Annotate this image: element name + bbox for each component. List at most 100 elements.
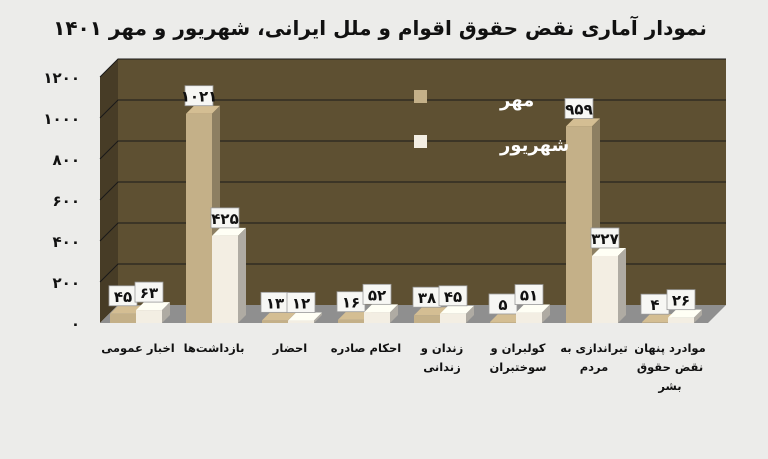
data-label-text: ۱۲ [292,295,310,313]
legend-label: مهر [499,90,534,111]
y-tick-label: ۲۰۰ [53,274,80,292]
data-label-text: ۳۸ [418,289,436,307]
bar-top [186,105,220,114]
gridline [99,99,726,119]
bar-top [490,313,524,322]
bar-front [136,310,162,323]
bar-top [592,247,626,256]
bar-front [490,321,516,323]
bar-top [338,311,372,320]
bar-front [440,313,466,323]
x-tick-label-line: سوختبران [489,360,546,375]
data-label-box [134,281,164,303]
bar-top [288,312,322,321]
bar-top [440,305,474,314]
bar-front [110,313,136,323]
data-label: ۴۲۵ [210,207,240,229]
bar-front [516,312,542,323]
bar [516,304,550,323]
x-tick-label-line: کولبران و [490,341,546,356]
data-label: ۴۵ [438,285,468,307]
data-label: ۱۶ [336,291,366,313]
y-tick-label: ۱۰۰۰ [43,110,80,128]
bar-top [668,309,702,318]
x-tick-label-line: تیراندازی به [560,341,627,355]
x-tick-label: کولبران و سوختبران [489,341,546,375]
y-tick-label: ۶۰۰ [53,192,80,210]
bar-top [516,304,550,313]
bar-side [238,227,246,323]
x-tick-label: تیراندازی به مردم [560,341,627,374]
bar-top [110,305,144,314]
x-tick-label: اخبار عمومی [101,341,174,356]
bar-top [364,304,398,313]
data-label-box [286,292,316,313]
bar-side [390,304,398,323]
bar [136,302,170,323]
bar-front [288,320,314,323]
data-label-text: ۴۲۵ [211,210,238,228]
x-tick-label-line: مردم [580,360,609,374]
data-label-text: ۱۰۲۱ [181,88,218,106]
y-tick-label: ۰ [71,315,80,333]
bar-side [618,247,626,323]
x-tick-label: بازداشت‌ها [184,341,245,355]
x-tick-label-line: زندانی [423,360,460,374]
bar-front [414,315,440,323]
x-tick-label: احکام صادره [331,341,401,355]
y-tick-label: ۱۲۰۰ [43,69,80,87]
data-label: ۹۵۹ [564,98,594,119]
bar-front [262,320,288,323]
bar-top [212,227,246,236]
bar [288,312,322,323]
data-label-text: ۴ [650,296,659,314]
x-tick-label-line: نقض حقوق [637,360,703,375]
bar-front [642,322,668,323]
bar-front [212,235,238,323]
data-label-box [438,285,468,307]
bar-side [542,304,550,323]
x-tick-label-line: احضار [272,341,308,355]
bar-front [592,255,618,323]
bar-front [566,126,592,323]
gridline [99,263,726,283]
data-label: ۴۵ [108,285,138,307]
data-label-box [564,98,594,119]
data-label: ۵ [488,293,518,315]
data-label-box [210,207,240,229]
x-tick-label: زندان و زندانی [420,341,464,374]
x-tick-label-line: اخبار عمومی [101,341,174,356]
legend-swatch [414,135,427,148]
data-label: ۳۲۷ [590,227,620,249]
data-label-text: ۱۳ [266,294,284,312]
data-label-text: ۱۶ [342,294,360,312]
data-label: ۶۳ [134,281,164,303]
y-tick-label: ۴۰۰ [53,233,80,251]
bar-front [364,312,390,323]
bar-side [314,312,322,323]
data-label-text: ۵ [498,296,507,314]
legend-label: شهریور [499,135,569,156]
data-label-text: ۴۵ [114,288,132,306]
data-label: ۱۳ [260,291,290,313]
data-label-text: ۲۶ [672,292,690,310]
bar-top [566,118,600,127]
gridline [99,58,726,78]
chart-title: نمودار آماری نقض حقوق اقوام و ملل ایرانی… [53,15,707,40]
data-label: ۵۱ [514,284,544,305]
bar [668,309,702,323]
data-label: ۲۶ [666,289,696,311]
data-label-box [666,289,696,311]
bar [364,304,398,323]
data-label-text: ۹۵۹ [565,100,592,118]
x-tick-label-line: زندان و [420,341,464,356]
bar-front [186,113,212,323]
y-tick-label: ۸۰۰ [53,151,80,169]
bar-side [162,302,170,323]
data-label: ۴ [640,293,670,315]
legend-swatch [414,90,427,103]
gridline [99,140,726,160]
data-label-box [184,85,214,107]
data-label: ۱۲ [286,292,316,313]
data-label-text: ۳۲۷ [591,230,618,248]
